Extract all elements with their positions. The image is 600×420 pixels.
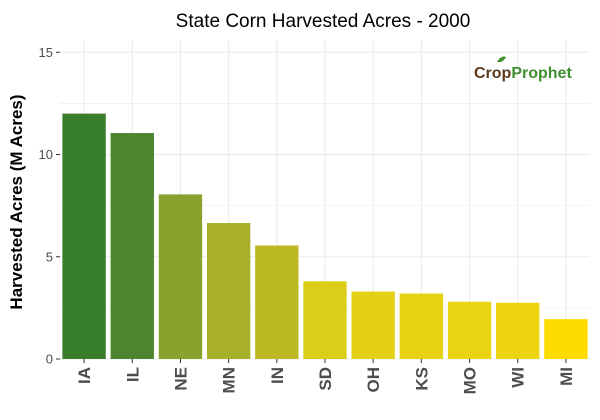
x-tick-label-in: IN	[268, 367, 287, 384]
leaf-icon	[497, 56, 506, 63]
bar-oh	[351, 291, 395, 359]
chart-title: State Corn Harvested Acres - 2000	[176, 11, 471, 32]
bar-wi	[496, 302, 540, 359]
x-axis-ticks: IA IL NE MN IN SD OH KS MO WI MI	[75, 359, 576, 394]
logo-text-crop: Crop	[474, 65, 512, 82]
y-tick-label: 0	[46, 352, 53, 367]
x-tick-label-mo: MO	[461, 367, 480, 394]
y-axis-label: Harvested Acres (M Acres)	[7, 94, 26, 309]
bar-ks	[399, 293, 444, 359]
bar-ia	[62, 113, 106, 359]
bar-mn	[206, 223, 251, 359]
x-tick-label-wi: WI	[509, 367, 528, 388]
x-tick-label-ks: KS	[412, 367, 431, 391]
logo-text-prophet: Prophet	[511, 65, 572, 82]
bar-sd	[303, 281, 347, 359]
y-tick-label: 5	[46, 249, 53, 264]
y-tick-label: 15	[39, 45, 53, 60]
x-tick-label-oh: OH	[364, 367, 383, 393]
bar-il	[110, 133, 154, 359]
x-tick-label-ne: NE	[171, 367, 190, 391]
x-tick-label-mi: MI	[557, 367, 576, 386]
x-tick-label-il: IL	[123, 367, 142, 382]
cropprophet-logo: CropProphet	[474, 56, 572, 82]
bars	[62, 113, 588, 359]
y-tick-label: 10	[39, 147, 53, 162]
bar-mo	[447, 301, 492, 359]
y-axis-ticks: 0 5 10 15	[39, 45, 60, 367]
bar-in	[255, 245, 299, 359]
x-tick-label-mn: MN	[220, 367, 239, 393]
svg-text:CropProphet: CropProphet	[474, 65, 572, 82]
x-tick-label-ia: IA	[75, 367, 94, 384]
x-tick-label-sd: SD	[316, 367, 335, 391]
bar-mi	[544, 319, 588, 359]
bar-ne	[158, 194, 203, 359]
